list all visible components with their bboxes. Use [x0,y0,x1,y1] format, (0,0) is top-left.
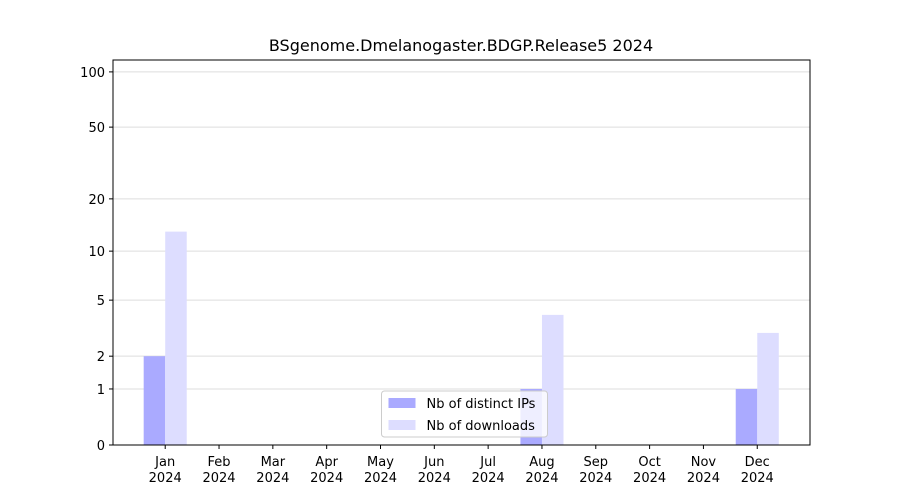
x-tick-label: Feb 2024 [202,455,235,486]
bar [735,388,758,445]
bar [143,356,166,445]
y-tick-label: 0 [97,439,105,454]
x-tick-label: Aug 2024 [525,455,558,486]
bar [757,332,779,445]
x-tick-label: Oct 2024 [633,455,666,486]
y-tick-label: 100 [80,66,105,81]
x-tick-label: May 2024 [364,455,397,486]
y-tick-label: 2 [97,350,105,365]
x-tick-label: Sep 2024 [579,455,612,486]
x-tick-label: Jan 2024 [149,455,182,486]
bar [165,231,187,445]
y-tick-label: 50 [88,121,105,136]
y-tick-label: 10 [88,245,105,260]
legend-box [381,390,548,438]
legend-label: Nb of distinct IPs [427,397,536,412]
legend-swatch [388,420,416,430]
legend-label: Nb of downloads [427,419,536,434]
plot-frame [112,59,811,446]
x-tick-label: Jun 2024 [418,455,451,486]
y-tick-label: 5 [97,294,105,309]
x-tick-label: Jul 2024 [472,455,505,486]
x-tick-label: Dec 2024 [741,455,774,486]
x-tick-label: Mar 2024 [256,455,289,486]
y-tick-label: 20 [88,193,105,208]
x-tick-label: Apr 2024 [310,455,343,486]
y-tick-label: 1 [97,383,105,398]
legend-swatch [388,398,416,408]
chart-title: BSgenome.Dmelanogaster.BDGP.Release5 202… [269,36,653,55]
x-tick-label: Nov 2024 [687,455,720,486]
